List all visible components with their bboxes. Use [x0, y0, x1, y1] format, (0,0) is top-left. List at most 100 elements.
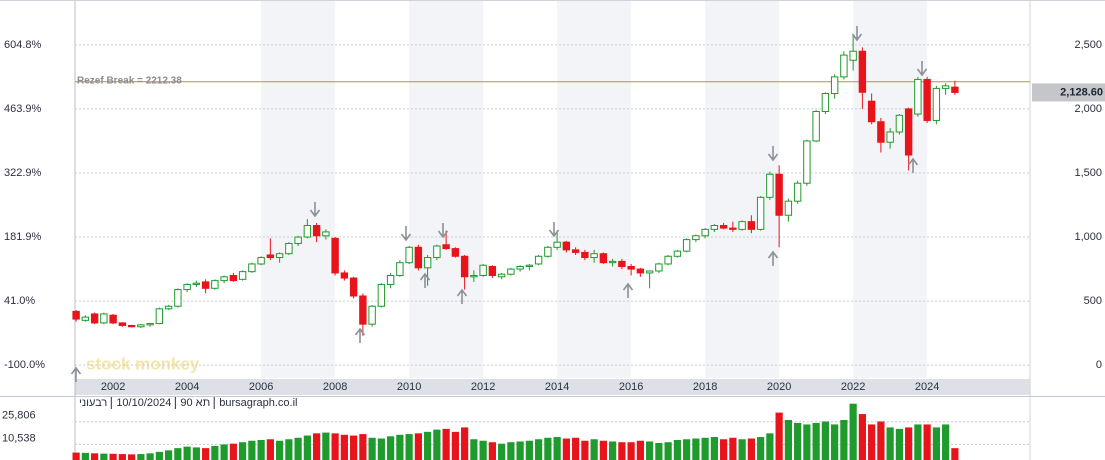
candle-body [923, 78, 931, 121]
volume-bar [248, 440, 256, 460]
y2-tick-label: 604.8% [4, 39, 42, 51]
volume-bar [229, 443, 237, 460]
volume-bar [479, 440, 487, 460]
volume-bar [636, 440, 644, 460]
signal-arrow [309, 202, 321, 218]
volume-bar [840, 420, 848, 460]
volume-bar [146, 453, 154, 460]
volume-bar [646, 441, 654, 460]
candle-body [164, 305, 173, 310]
y2-tick-label: 322.9% [4, 167, 42, 179]
candle-body [220, 276, 228, 282]
volume-bar [535, 439, 543, 460]
candle-body [793, 182, 802, 202]
candle-body [137, 324, 145, 328]
y-tick-label: 0 [1096, 359, 1102, 371]
volume-bar [507, 442, 515, 460]
volume-bar [118, 454, 126, 460]
candle-body [636, 268, 645, 274]
volume-bar [710, 437, 718, 460]
volume-bar [942, 424, 950, 460]
candle-body [100, 313, 108, 324]
volume-bar [211, 445, 219, 460]
volume-bar [609, 441, 617, 460]
volume-bar [396, 434, 404, 460]
candle-body [396, 262, 404, 276]
candle-body [719, 225, 728, 229]
candle-body [72, 310, 80, 320]
volume-bar [821, 421, 829, 460]
volume-bar [757, 437, 765, 460]
volume-bar [692, 438, 700, 460]
candle-body [627, 266, 635, 270]
volume-bar [886, 427, 894, 460]
volume-bar [276, 440, 284, 460]
volume-bar [516, 441, 524, 460]
volume-bar [618, 442, 626, 460]
volume-bar [239, 442, 247, 460]
candle-body [127, 324, 136, 328]
volume-bar [433, 429, 441, 460]
x-tick-label: 2002 [101, 381, 125, 393]
volume-bar [525, 440, 533, 460]
volume-bar [137, 454, 145, 460]
volume-bar [414, 433, 422, 460]
y2-tick-label: 463.9% [4, 103, 42, 115]
candle-body [386, 274, 395, 285]
volume-bar [313, 433, 321, 460]
candle-body [858, 50, 867, 93]
candle-body [331, 237, 339, 274]
candle-body [821, 93, 830, 112]
candle-body [155, 308, 164, 325]
x-tick-label: 2008 [323, 381, 347, 393]
signal-arrow [767, 146, 779, 162]
candle-body [229, 274, 238, 282]
volume-bar [100, 453, 108, 460]
candle-body [174, 289, 182, 307]
y2-tick-label: -100.0% [4, 359, 45, 371]
volume-bar [155, 451, 163, 460]
candle-body [248, 263, 256, 273]
candle-body [146, 323, 154, 326]
volume-bar [803, 424, 811, 460]
candle-body [90, 313, 99, 324]
bands [261, 0, 928, 378]
candle-body [738, 221, 746, 230]
volume-bar [683, 439, 691, 460]
candle-body [488, 266, 497, 276]
x-tick-label: 2020 [767, 381, 791, 393]
volume-bar [377, 438, 385, 460]
candle-body [747, 221, 756, 230]
volume-bar [590, 439, 598, 460]
candle-body [525, 264, 534, 268]
signal-arrow [456, 288, 468, 304]
volume-bar [128, 454, 136, 460]
volume-bar [442, 428, 450, 460]
candle-body [340, 272, 349, 279]
volume-bar [266, 439, 274, 460]
year-band [261, 0, 336, 378]
candle-body [285, 242, 293, 255]
footer-item: תא 90 [180, 397, 210, 409]
volume-bar [914, 424, 922, 460]
candle-body [479, 264, 487, 276]
footer-item: bursagraph.co.il [219, 397, 297, 409]
candle-body [904, 108, 913, 156]
volume-bar [784, 420, 792, 460]
candle-body [534, 255, 543, 265]
volume-bar [81, 452, 89, 460]
candle-body [414, 246, 423, 269]
candle-body [266, 254, 275, 259]
signal-arrow [437, 223, 449, 239]
volume-bar [202, 448, 210, 460]
volume-bar [932, 427, 940, 460]
volume-bar [812, 422, 820, 460]
signal-arrow [622, 282, 634, 298]
candle-body [562, 241, 571, 251]
x-tick-label: 2022 [841, 381, 865, 393]
volume-bar [424, 431, 432, 460]
candle-body [571, 249, 580, 253]
volume-tick-label: 25,806 [2, 410, 36, 422]
volume-bar [858, 414, 866, 460]
